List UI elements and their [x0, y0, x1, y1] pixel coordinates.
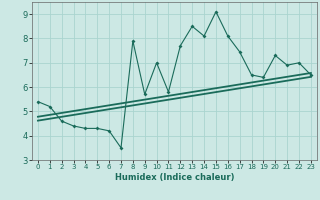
X-axis label: Humidex (Indice chaleur): Humidex (Indice chaleur): [115, 173, 234, 182]
